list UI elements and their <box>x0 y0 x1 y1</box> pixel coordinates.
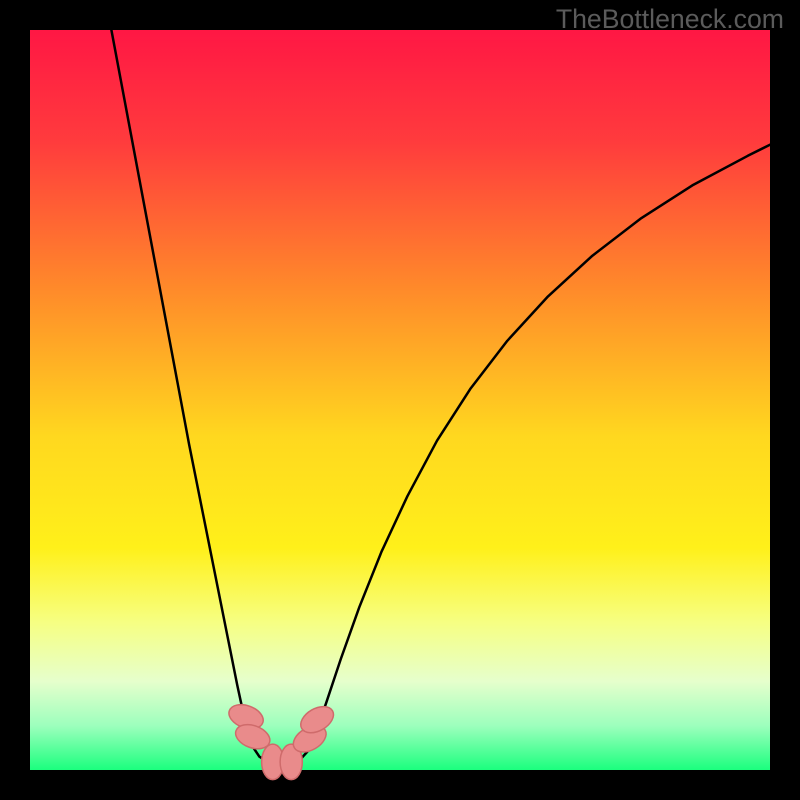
chart-background <box>30 30 770 770</box>
bottleneck-chart <box>0 0 800 800</box>
chart-frame: TheBottleneck.com <box>0 0 800 800</box>
watermark-text: TheBottleneck.com <box>556 4 784 35</box>
